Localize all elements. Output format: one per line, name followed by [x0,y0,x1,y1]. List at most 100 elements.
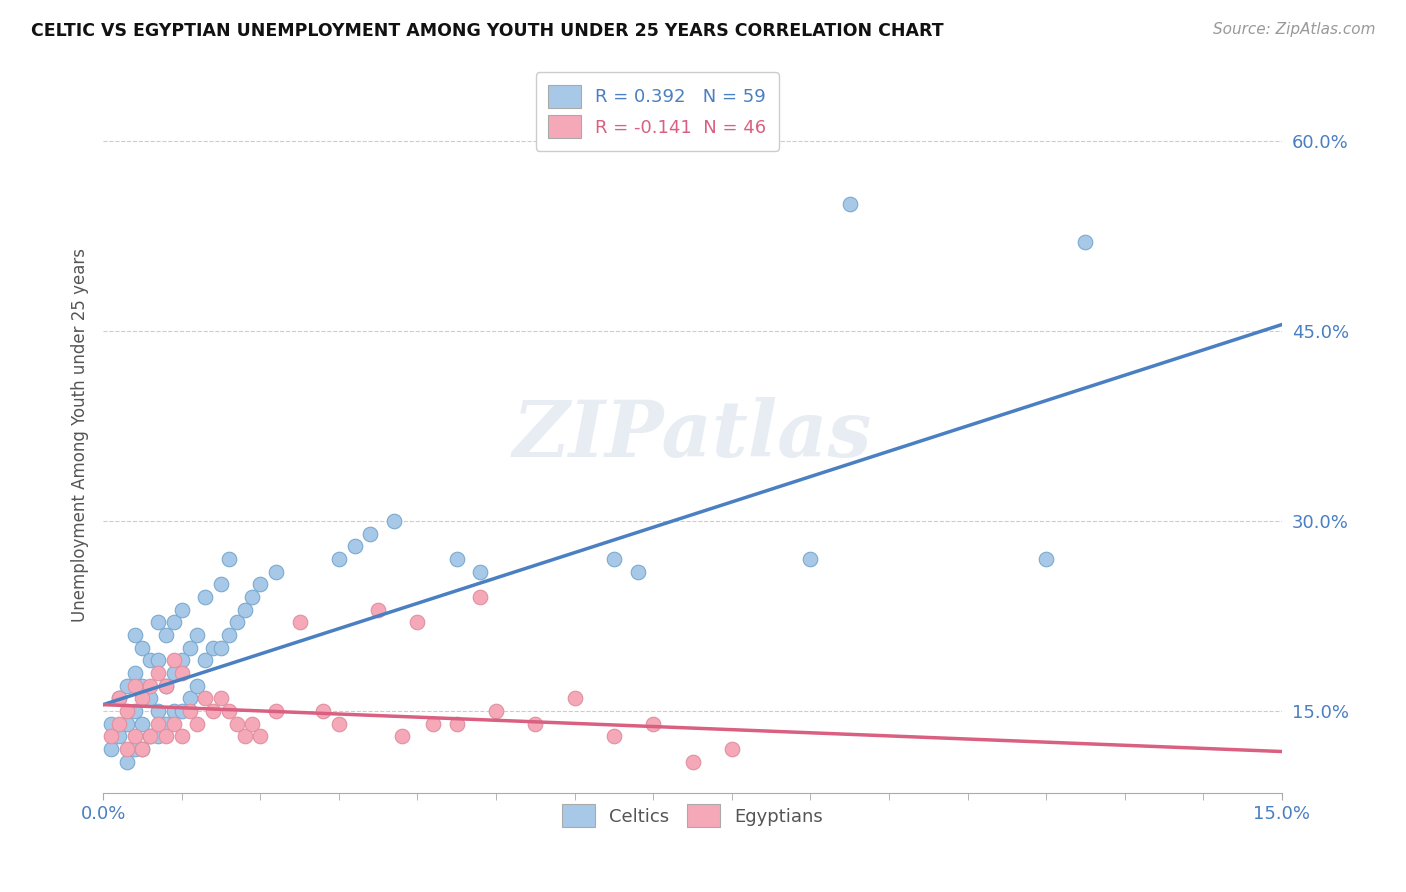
Point [124,704,146,718]
Point [524,716,547,731]
Point [721,742,744,756]
Point [131,716,153,731]
Point [146,665,169,680]
Point [139,729,162,743]
Point [422,716,444,731]
Legend: Celtics, Egyptians: Celtics, Egyptians [555,797,830,834]
Point [179,704,201,718]
Point [406,615,429,630]
Point [124,665,146,680]
Point [249,577,271,591]
Point [115,742,138,756]
Point [146,729,169,743]
Point [202,640,225,655]
Point [603,552,626,566]
Point [328,552,350,566]
Point [485,704,508,718]
Point [186,716,208,731]
Point [682,755,704,769]
Point [131,679,153,693]
Point [233,729,256,743]
Point [470,590,492,604]
Point [209,640,232,655]
Point [108,729,131,743]
Point [328,716,350,731]
Point [1074,235,1097,249]
Point [155,679,177,693]
Point [288,615,311,630]
Point [367,602,389,616]
Point [312,704,335,718]
Point [225,716,247,731]
Point [115,716,138,731]
Point [155,729,177,743]
Point [139,653,162,667]
Text: CELTIC VS EGYPTIAN UNEMPLOYMENT AMONG YOUTH UNDER 25 YEARS CORRELATION CHART: CELTIC VS EGYPTIAN UNEMPLOYMENT AMONG YO… [31,22,943,40]
Point [131,691,153,706]
Point [1035,552,1057,566]
Point [124,628,146,642]
Point [131,742,153,756]
Point [194,691,217,706]
Point [799,552,821,566]
Point [391,729,413,743]
Point [170,729,193,743]
Point [124,679,146,693]
Text: ZIPatlas: ZIPatlas [513,397,872,474]
Point [264,704,287,718]
Point [186,628,208,642]
Point [124,729,146,743]
Point [108,691,131,706]
Point [124,742,146,756]
Text: Source: ZipAtlas.com: Source: ZipAtlas.com [1212,22,1375,37]
Point [242,590,264,604]
Point [131,640,153,655]
Point [100,716,122,731]
Point [100,729,122,743]
Point [218,552,240,566]
Point [194,653,217,667]
Point [242,716,264,731]
Point [470,565,492,579]
Point [170,602,193,616]
Point [155,716,177,731]
Point [382,514,405,528]
Point [100,742,122,756]
Point [179,640,201,655]
Point [139,679,162,693]
Point [170,653,193,667]
Point [564,691,586,706]
Point [163,716,186,731]
Point [343,539,366,553]
Point [155,628,177,642]
Point [163,615,186,630]
Point [115,755,138,769]
Point [115,679,138,693]
Point [139,729,162,743]
Point [115,704,138,718]
Point [225,615,247,630]
Point [108,691,131,706]
Point [838,197,860,211]
Point [163,704,186,718]
Point [146,704,169,718]
Point [170,704,193,718]
Point [146,615,169,630]
Point [643,716,665,731]
Point [264,565,287,579]
Point [626,565,648,579]
Point [218,628,240,642]
Point [218,704,240,718]
Point [186,679,208,693]
Point [359,526,381,541]
Point [446,552,468,566]
Point [179,691,201,706]
Point [446,716,468,731]
Y-axis label: Unemployment Among Youth under 25 years: Unemployment Among Youth under 25 years [72,248,89,623]
Point [202,704,225,718]
Point [233,602,256,616]
Point [194,590,217,604]
Point [139,691,162,706]
Point [170,665,193,680]
Point [209,691,232,706]
